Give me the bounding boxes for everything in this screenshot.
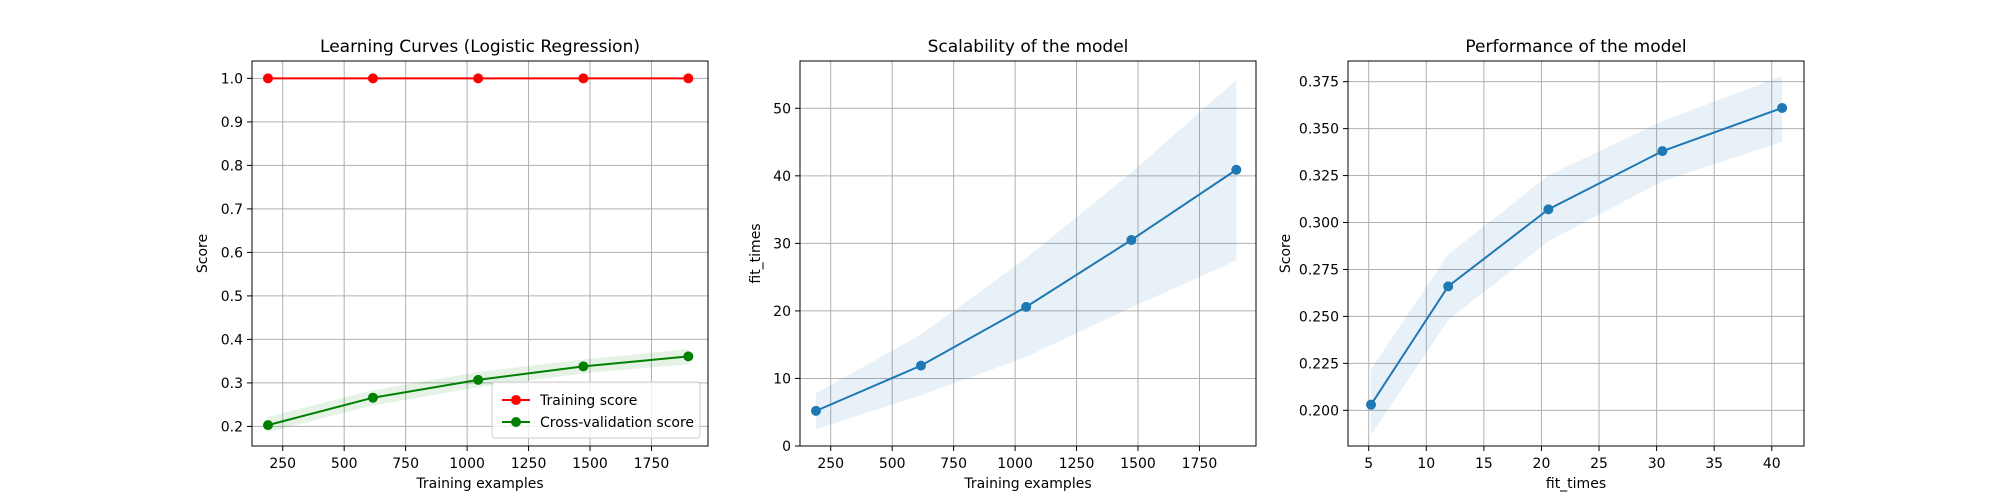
confidence-band: [1371, 76, 1783, 435]
y-tick-label: 0.200: [1299, 403, 1339, 419]
axes-frame: [251, 60, 709, 447]
y-tick-label: 0.375: [1299, 75, 1339, 91]
y-tick-label: 0.275: [1299, 262, 1339, 278]
y-tick-label: 0.6: [221, 245, 243, 261]
data-point: [473, 374, 484, 385]
x-tick-label: 500: [331, 456, 358, 472]
y-tick-label: 0.250: [1299, 309, 1339, 325]
x-axis-label: fit_times: [1546, 476, 1606, 492]
y-tick-label: 20: [773, 304, 791, 320]
legend-label: Training score: [539, 393, 637, 409]
legend-marker: [511, 417, 521, 427]
y-axis-label: fit_times: [748, 223, 764, 283]
legend-label: Cross-validation score: [540, 415, 694, 431]
data-point: [1231, 164, 1242, 175]
x-tick-label: 1250: [1059, 456, 1095, 472]
x-tick-label: 1750: [634, 456, 670, 472]
x-tick-label: 15: [1475, 456, 1493, 472]
x-tick-label: 500: [879, 456, 906, 472]
x-axis-label: Training examples: [963, 476, 1091, 492]
x-tick-label: 10: [1417, 456, 1435, 472]
y-tick-label: 0: [782, 439, 791, 455]
x-axis-label: Training examples: [415, 476, 543, 492]
x-tick-label: 1500: [572, 456, 608, 472]
data-point: [262, 420, 273, 431]
legend: Training score Cross-validation score: [491, 381, 701, 439]
data-point: [810, 405, 821, 416]
chart-title: Scalability of the model: [928, 37, 1129, 57]
data-point: [1657, 146, 1668, 157]
y-tick-label: 1.0: [221, 71, 243, 87]
data-point: [262, 73, 273, 84]
y-tick-label: 0.325: [1299, 169, 1339, 185]
y-tick-label: 0.7: [221, 202, 243, 218]
x-tick-label: 40: [1763, 456, 1781, 472]
confidence-band: [815, 79, 1237, 430]
y-tick-label: 0.9: [221, 115, 243, 131]
data-point: [1366, 399, 1377, 410]
data-point: [1126, 234, 1137, 245]
legend-marker: [511, 395, 521, 405]
x-tick-label: 250: [269, 456, 296, 472]
y-tick-label: 0.300: [1299, 216, 1339, 232]
y-tick-label: 50: [773, 101, 791, 117]
x-tick-label: 1000: [449, 456, 485, 472]
x-tick-label: 20: [1533, 456, 1551, 472]
data-point: [1443, 281, 1454, 292]
chart-1: 250 500 750 1000 1250 1500 1750 0.2 0.3 0.4 0.5 0.6…: [195, 37, 709, 492]
x-tick-label: 750: [940, 456, 967, 472]
data-point: [367, 73, 378, 84]
data-point: [578, 73, 589, 84]
chart-title: Learning Curves (Logistic Regression): [320, 37, 640, 57]
x-tick-label: 1250: [511, 456, 547, 472]
x-tick-label: 5: [1364, 456, 1373, 472]
y-tick-label: 10: [773, 371, 791, 387]
x-tick-label: 35: [1705, 456, 1723, 472]
x-tick-label: 1500: [1120, 456, 1156, 472]
data-point: [1777, 102, 1788, 113]
data-point: [1543, 204, 1554, 215]
data-point: [683, 73, 694, 84]
y-tick-label: 0.225: [1299, 356, 1339, 372]
y-tick-label: 40: [773, 169, 791, 185]
data-point: [367, 392, 378, 403]
chart-3: 5 10 15 20 25 30 35 40 0.200 0.225 0.250 0.275 0.300…: [1278, 37, 1805, 492]
axes-frame: [799, 60, 1257, 447]
y-axis-label: Score: [1278, 234, 1294, 273]
legend-box: [491, 381, 701, 439]
y-tick-label: 0.350: [1299, 122, 1339, 138]
y-tick-label: 0.3: [221, 376, 243, 392]
x-tick-label: 1750: [1182, 456, 1218, 472]
axes-frame: [1347, 60, 1805, 447]
chart-2: 250 500 750 1000 1250 1500 1750 0 10 20 30 40 50 Scal…: [748, 37, 1257, 492]
y-tick-label: 0.5: [221, 289, 243, 305]
x-tick-label: 750: [392, 456, 419, 472]
data-point: [683, 351, 694, 362]
data-point: [578, 361, 589, 372]
y-tick-label: 30: [773, 236, 791, 252]
x-tick-label: 250: [817, 456, 844, 472]
x-tick-label: 30: [1648, 456, 1666, 472]
chart-title: Performance of the model: [1465, 37, 1686, 57]
data-point: [473, 73, 484, 84]
y-axis-label: Score: [195, 234, 211, 273]
y-tick-label: 0.2: [221, 419, 243, 435]
x-tick-label: 25: [1590, 456, 1608, 472]
y-tick-label: 0.8: [221, 158, 243, 174]
x-tick-label: 1000: [997, 456, 1033, 472]
data-point: [1021, 301, 1032, 312]
y-tick-label: 0.4: [221, 332, 243, 348]
data-point: [915, 360, 926, 371]
